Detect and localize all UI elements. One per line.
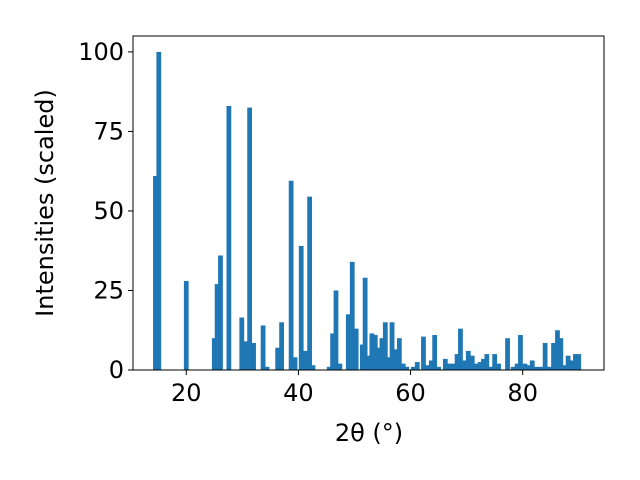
- bar-28: [359, 344, 365, 370]
- bar-15: [288, 180, 294, 370]
- y-axis-ticks: 0 25 50 75 100: [78, 38, 133, 384]
- bar-4: [214, 284, 220, 370]
- bar-24: [337, 363, 343, 370]
- bar-5: [218, 255, 223, 370]
- bar-46: [428, 360, 434, 370]
- y-tick-label: 25: [93, 276, 124, 304]
- bar-19: [307, 196, 313, 370]
- bar-43: [414, 362, 420, 370]
- bar-8: [243, 341, 249, 370]
- bars-group: [153, 51, 582, 371]
- x-tick-label: 80: [507, 379, 538, 407]
- y-tick-label: 50: [93, 197, 124, 225]
- bar-34: [379, 338, 385, 370]
- bar-18: [303, 350, 309, 370]
- bar-60: [484, 354, 490, 370]
- bar-71: [534, 366, 540, 370]
- bar-21: [326, 366, 332, 370]
- bar-38: [393, 349, 398, 370]
- bar-23: [333, 290, 339, 370]
- bar-47: [432, 335, 438, 370]
- bar-52: [454, 354, 460, 370]
- bar-14: [279, 322, 284, 370]
- bar-17: [298, 245, 304, 370]
- bar-25: [345, 314, 351, 370]
- bar-76: [555, 330, 560, 370]
- bar-40: [400, 363, 406, 370]
- bar-45: [424, 365, 430, 370]
- bar-51: [451, 363, 457, 370]
- bar-66: [514, 363, 520, 370]
- bar-80: [569, 360, 575, 370]
- bar-56: [469, 355, 475, 370]
- bar-82: [576, 354, 582, 370]
- bar-1: [156, 51, 162, 371]
- bar-59: [481, 358, 486, 370]
- bar-6: [226, 105, 232, 370]
- bar-79: [565, 355, 571, 370]
- bar-49: [442, 358, 448, 370]
- bar-10: [251, 342, 256, 370]
- y-tick-label: 0: [109, 356, 124, 384]
- bar-2: [183, 280, 189, 370]
- bar-12: [264, 366, 270, 370]
- bar-78: [562, 365, 568, 370]
- bar-9: [247, 107, 253, 370]
- bar-32: [372, 335, 378, 370]
- x-tick-label: 60: [395, 379, 426, 407]
- y-axis-label: Intensities (scaled): [31, 89, 59, 317]
- bar-62: [492, 354, 498, 370]
- bar-55: [465, 350, 471, 370]
- bar-29: [362, 277, 368, 370]
- y-tick-label: 75: [93, 117, 124, 145]
- bar-77: [558, 338, 564, 370]
- bar-33: [376, 347, 381, 370]
- bar-57: [473, 363, 479, 370]
- bar-48: [436, 366, 441, 370]
- bar-3: [211, 338, 217, 370]
- bar-44: [421, 336, 426, 370]
- bar-68: [522, 363, 528, 370]
- bar-61: [488, 366, 494, 370]
- bar-13: [275, 347, 281, 370]
- bar-81: [573, 354, 578, 370]
- bar-75: [551, 342, 556, 370]
- bar-63: [496, 363, 501, 370]
- bar-70: [529, 360, 535, 370]
- bar-11: [260, 325, 266, 370]
- x-axis-ticks: 20 40 60 80: [171, 370, 538, 407]
- bar-37: [389, 322, 395, 370]
- bar-16: [292, 357, 298, 370]
- bar-67: [518, 335, 523, 370]
- x-axis-label: 2θ (°): [335, 419, 403, 447]
- bar-53: [458, 328, 463, 370]
- bar-7: [239, 317, 245, 370]
- bar-50: [447, 363, 453, 370]
- bar-41: [404, 366, 410, 370]
- plot-frame: [132, 35, 605, 371]
- bar-35: [382, 322, 388, 370]
- bar-64: [505, 338, 510, 370]
- bar-22: [330, 333, 335, 370]
- bar-65: [510, 366, 516, 370]
- bar-39: [396, 338, 402, 370]
- bar-42: [410, 366, 416, 370]
- bar-20: [310, 365, 316, 370]
- bar-0: [153, 175, 158, 370]
- y-tick-label: 100: [78, 38, 124, 66]
- bar-30: [366, 355, 371, 370]
- bar-73: [542, 342, 548, 370]
- bar-74: [547, 366, 552, 370]
- bar-31: [369, 333, 375, 370]
- bar-72: [538, 366, 544, 370]
- x-tick-label: 40: [283, 379, 314, 407]
- bar-36: [386, 357, 392, 370]
- bar-54: [462, 360, 467, 370]
- x-tick-label: 20: [171, 379, 202, 407]
- bar-69: [525, 365, 531, 370]
- bar-27: [353, 328, 359, 370]
- bar-58: [477, 362, 483, 370]
- bar-26: [349, 261, 355, 370]
